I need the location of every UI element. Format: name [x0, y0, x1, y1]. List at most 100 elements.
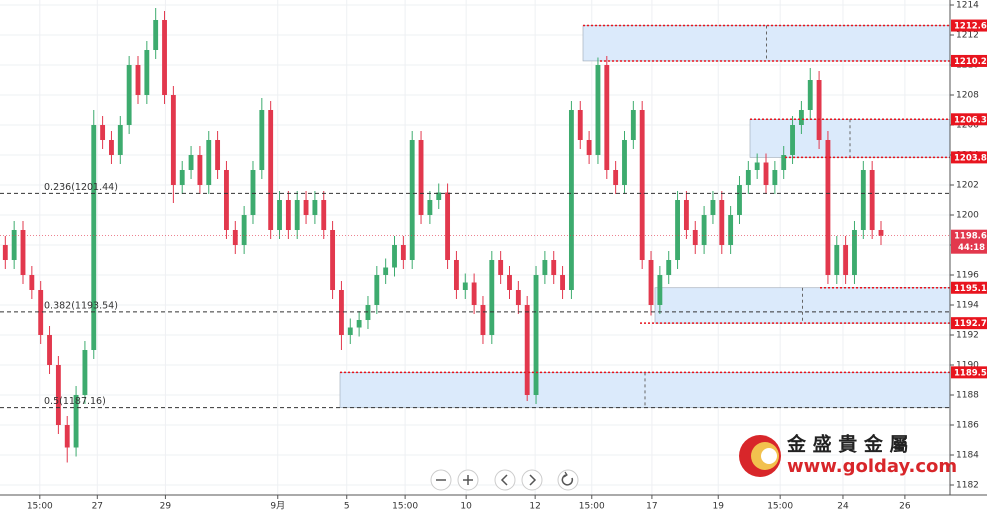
zone: [654, 287, 951, 324]
candle-body: [188, 155, 194, 170]
candle-body: [144, 50, 150, 95]
candle-body: [232, 230, 238, 245]
candle-body: [852, 230, 857, 275]
x-tick-label: 19: [713, 502, 725, 512]
candle-body: [436, 192, 442, 200]
candle-body: [294, 200, 300, 230]
candle-body: [462, 282, 468, 290]
scroll-left-button[interactable]: [494, 469, 516, 491]
candle-body: [692, 230, 698, 245]
candle-body: [515, 290, 521, 305]
candle-body: [860, 170, 866, 230]
candle-body: [798, 110, 804, 125]
candle-body: [47, 335, 52, 365]
x-tick-label: 15:00: [392, 502, 418, 512]
candle-body: [533, 275, 539, 395]
level-box: [951, 281, 987, 294]
candle-body: [356, 320, 362, 328]
zoom-out-button[interactable]: [430, 469, 452, 491]
candle-body: [250, 170, 256, 215]
x-tick-label: 15:00: [767, 502, 793, 512]
candle-body: [666, 260, 672, 275]
candle-body: [11, 230, 17, 260]
level-label: 1212.63: [954, 22, 987, 32]
candle-body: [577, 110, 583, 140]
candle-body: [109, 140, 114, 155]
y-tick-label: 1188: [956, 391, 979, 401]
candle-body: [630, 110, 636, 140]
candle-body: [869, 170, 875, 230]
candle-body: [374, 275, 380, 305]
candle-body: [162, 20, 167, 95]
candle-body: [365, 305, 371, 320]
zoom-in-button[interactable]: [457, 469, 479, 491]
candles: [2, 8, 884, 463]
candle-body: [285, 200, 291, 230]
level-label: 1192.79: [954, 319, 987, 329]
candle-body: [303, 200, 309, 215]
candle-body: [878, 230, 884, 236]
candle-body: [772, 170, 778, 185]
level-label: 1189.51: [954, 368, 987, 378]
x-tick-label: 12: [529, 502, 540, 512]
logo: 金 盛 貴 金 屬 www.golday.com: [739, 433, 957, 477]
level-box: [951, 151, 987, 164]
level-label: 1203.84: [954, 153, 987, 163]
x-tick-label: 24: [837, 502, 849, 512]
candle-body: [215, 140, 221, 170]
candle-body: [73, 395, 79, 448]
level-box: [951, 54, 987, 67]
candle-body: [268, 110, 274, 230]
candle-body: [330, 230, 336, 290]
y-tick-label: 1186: [956, 421, 979, 431]
candle-body: [409, 140, 415, 260]
candle-body: [613, 170, 619, 185]
y-tick-label: 1196: [956, 271, 979, 281]
scroll-right-button[interactable]: [521, 469, 543, 491]
candle-body: [790, 125, 795, 155]
candle-body: [179, 170, 185, 185]
logo-hole: [761, 448, 777, 464]
candle-body: [400, 245, 406, 260]
candle-body: [418, 140, 424, 215]
candle-body: [2, 245, 8, 260]
y-tick-label: 1212: [956, 31, 979, 41]
candle-body: [719, 200, 725, 245]
candle-body: [657, 275, 663, 305]
y-tick-label: 1202: [956, 181, 979, 191]
y-tick-label: 1208: [956, 91, 979, 101]
reset-button[interactable]: [557, 469, 579, 491]
x-tick-label: 29: [160, 502, 172, 512]
countdown: 44:18: [958, 243, 985, 253]
candle-body: [524, 305, 530, 395]
candle-body: [471, 282, 477, 305]
zone: [339, 372, 951, 408]
y-tick-label: 1190: [956, 361, 979, 371]
candle-body: [170, 95, 176, 185]
candle-body: [781, 155, 787, 170]
fib-label: 0.5(1187.16): [44, 396, 106, 407]
candle-body: [135, 65, 141, 95]
candle-body: [224, 170, 229, 230]
y-tick-label: 1194: [956, 301, 979, 311]
candle-body: [622, 140, 627, 185]
candle-body: [675, 200, 680, 260]
x-tick-label: 15:00: [27, 502, 53, 512]
candle-body: [347, 327, 353, 335]
candle-body: [312, 200, 318, 215]
y-tick-label: 1184: [956, 451, 979, 461]
y-tick-label: 1192: [956, 331, 979, 341]
candle-body: [763, 162, 769, 185]
candle-body: [498, 260, 504, 275]
last-price-label: 1198.62: [954, 232, 987, 242]
candle-body: [542, 260, 548, 275]
candle-body: [568, 110, 574, 290]
candle-body: [710, 200, 716, 215]
candle-body: [427, 200, 433, 215]
x-tick-label: 9月: [270, 501, 285, 512]
candle-body: [507, 275, 512, 290]
candle-body: [489, 260, 495, 335]
candle-body: [834, 245, 840, 275]
logo-name: 金 盛 貴 金 屬: [786, 433, 908, 456]
